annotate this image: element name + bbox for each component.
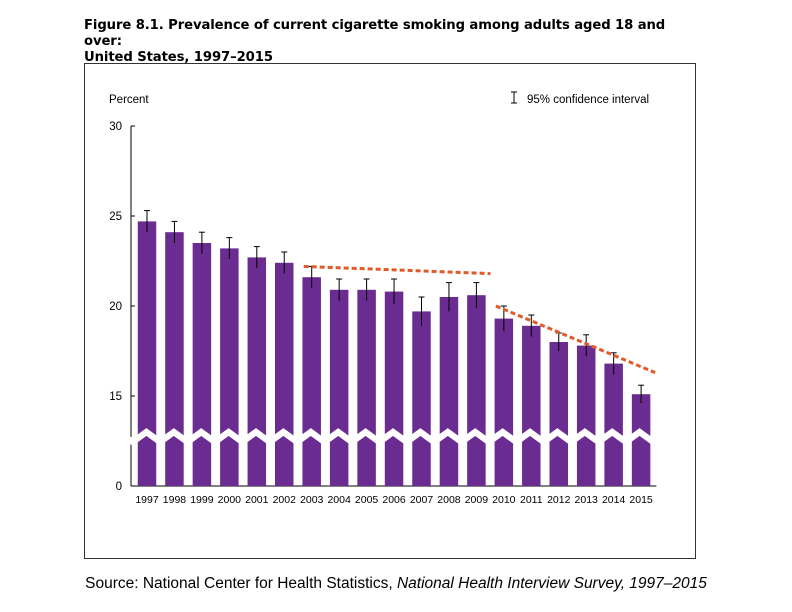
x-tick-label: 2012 — [547, 494, 571, 506]
bar — [549, 342, 568, 486]
bar — [302, 277, 321, 486]
bar — [165, 232, 184, 486]
axis-break-line — [118, 434, 654, 446]
bar — [329, 289, 349, 486]
bar — [220, 248, 239, 486]
bar — [384, 291, 404, 486]
trend-line — [303, 264, 491, 276]
bar — [604, 363, 623, 486]
x-tick-label: 2011 — [520, 494, 543, 506]
trend-line — [495, 304, 656, 374]
y-axis-label: Percent — [109, 94, 149, 106]
figure-title: Figure 8.1. Prevalence of current cigare… — [84, 18, 704, 66]
bar — [631, 394, 651, 486]
x-tick-label: 2001 — [245, 494, 269, 506]
x-tick-label: 2002 — [273, 494, 297, 506]
x-tick-label: 2008 — [437, 494, 461, 506]
y-tick-label: 20 — [109, 301, 122, 313]
y-tick-label: 15 — [109, 391, 122, 403]
bar — [439, 297, 459, 486]
x-tick-label: 2004 — [327, 494, 351, 506]
bar — [494, 318, 514, 486]
figure-title-line2: United States, 1997–2015 — [84, 50, 273, 65]
y-tick-label: 0 — [116, 481, 122, 493]
legend-label: 95% confidence interval — [527, 94, 649, 106]
bar — [247, 257, 267, 486]
bar — [467, 295, 486, 486]
x-tick-label: 2000 — [218, 494, 242, 506]
x-tick-label: 1998 — [163, 494, 187, 506]
bar — [275, 262, 294, 486]
x-tick-label: 2013 — [575, 494, 599, 506]
axis-break-line — [118, 428, 654, 440]
bar — [357, 289, 376, 486]
x-tick-label: 1999 — [190, 494, 214, 506]
source-survey-name: National Health Interview Survey, 1997–2… — [396, 575, 707, 592]
x-tick-label: 2006 — [382, 494, 406, 506]
chart-frame — [84, 63, 696, 559]
source-prefix: Source: National Center for Health Stati… — [85, 575, 397, 592]
x-tick-label: 2014 — [602, 494, 626, 506]
x-tick-label: 2003 — [300, 494, 324, 506]
axis-break-band — [119, 429, 654, 445]
bar — [192, 243, 212, 486]
x-tick-label: 2010 — [492, 494, 516, 506]
bar — [412, 311, 431, 486]
x-tick-label: 1997 — [135, 494, 159, 506]
bar — [522, 325, 541, 486]
x-tick-label: 2009 — [465, 494, 489, 506]
x-tick-label: 2005 — [355, 494, 379, 506]
x-tick-label: 2007 — [410, 494, 434, 506]
figure-title-line1: Figure 8.1. Prevalence of current cigare… — [84, 18, 666, 49]
source-note: Source: National Center for Health Stati… — [0, 575, 792, 593]
bar — [137, 221, 157, 486]
x-tick-label: 2015 — [629, 494, 653, 506]
bar — [576, 345, 596, 486]
y-tick-label: 30 — [109, 121, 122, 133]
y-tick-label: 25 — [109, 211, 122, 223]
